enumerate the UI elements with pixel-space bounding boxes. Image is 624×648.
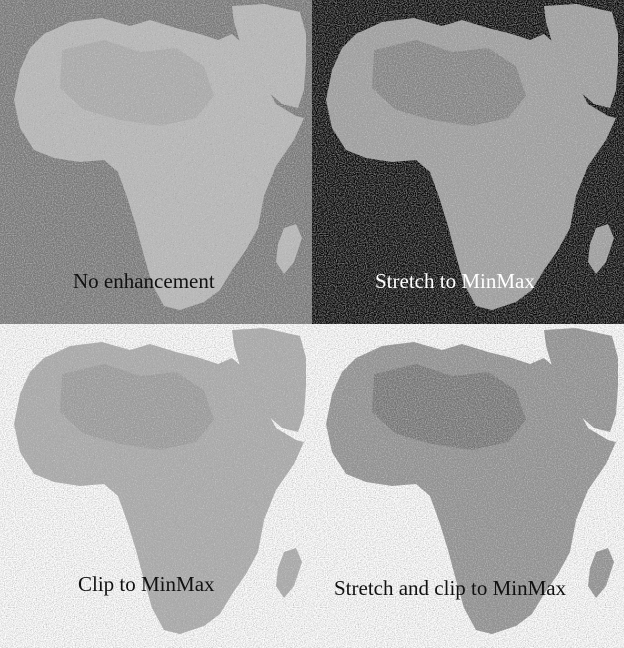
continent-africa: [312, 0, 624, 324]
africa-map: [312, 324, 624, 648]
continent-africa: [312, 324, 624, 648]
panel-no-enhancement: No enhancement: [0, 0, 312, 324]
panel-caption: Stretch to MinMax: [375, 269, 535, 293]
panel-clip-to-minmax: Clip to MinMax: [0, 324, 312, 648]
africa-map: [0, 324, 312, 648]
panel-caption: No enhancement: [73, 269, 215, 293]
panel-stretch-to-minmax: Stretch to MinMax: [312, 0, 624, 324]
panel-caption: Clip to MinMax: [78, 572, 215, 596]
panel-stretch-and-clip-to-minmax: Stretch and clip to MinMax: [312, 324, 624, 648]
panel-caption: Stretch and clip to MinMax: [334, 576, 567, 600]
africa-map: [0, 0, 312, 324]
continent-africa: [0, 0, 312, 324]
continent-africa: [0, 324, 312, 648]
africa-map: [312, 0, 624, 324]
